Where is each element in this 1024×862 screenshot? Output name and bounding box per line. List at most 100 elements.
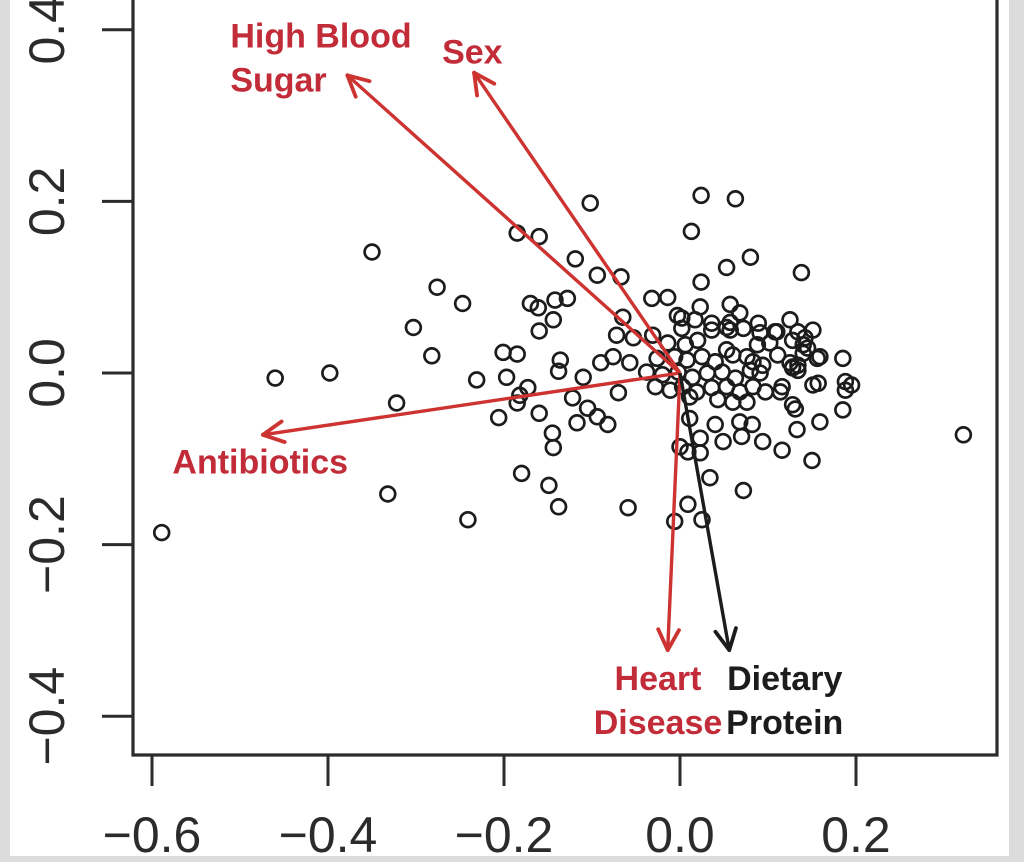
scatter-point	[529, 299, 548, 317]
scatter-point	[717, 258, 736, 277]
heart-disease-label: Disease	[594, 704, 723, 742]
x-tick-label: −0.4	[279, 807, 378, 862]
heart-disease-arrowhead	[656, 627, 670, 653]
scatter-point	[549, 498, 568, 516]
scatter-point	[607, 326, 626, 344]
antibiotics-arrowhead	[260, 432, 287, 444]
scatter-point	[543, 424, 562, 442]
sex-arrowhead	[472, 70, 479, 98]
scatter-point	[796, 329, 814, 347]
scatter-point	[726, 190, 745, 208]
scatter-point	[621, 353, 639, 372]
scatter-point	[783, 331, 802, 350]
scatter-point	[643, 289, 661, 308]
scatter-point	[673, 319, 691, 338]
scatter-point	[568, 414, 586, 432]
scatter-point	[756, 383, 775, 401]
dietary-protein-arrowhead	[713, 629, 732, 653]
scatter-point	[734, 319, 753, 338]
scatter-point	[497, 368, 516, 387]
scatter-point	[404, 318, 423, 337]
scatter-point	[732, 427, 751, 446]
scatter-point	[599, 415, 617, 434]
scatter-point	[544, 311, 563, 329]
scatter-point	[786, 400, 805, 418]
scatter-point	[792, 263, 811, 282]
scatter-point	[721, 321, 739, 339]
scatter-point	[152, 523, 171, 542]
dietary-protein-label: Protein	[726, 704, 843, 742]
scatter-point	[693, 510, 711, 529]
scatter-point	[266, 369, 284, 387]
scatter-point	[549, 362, 568, 381]
dietary-protein-arrowhead	[727, 626, 738, 653]
scatter-point	[680, 388, 699, 406]
high-blood-sugar-arrow	[346, 74, 682, 375]
scatter-point	[679, 495, 697, 514]
scatter-point	[781, 311, 799, 329]
scatter-point	[701, 468, 719, 487]
scatter-point	[530, 227, 548, 246]
scatter-point	[768, 346, 787, 364]
scatter-point	[574, 368, 592, 387]
vector-sex: Sex	[442, 33, 682, 374]
vector-high-blood-sugar: High Blood Sugar	[230, 17, 682, 375]
scatter-point	[588, 408, 607, 426]
scatter-point	[761, 334, 779, 352]
scatter-point	[734, 481, 753, 500]
x-axis: −0.6 −0.4 −0.2 0.0 0.2	[103, 755, 891, 862]
scatter-points	[152, 186, 973, 542]
scatter-point	[698, 364, 717, 382]
scatter-point	[741, 361, 760, 380]
scatter-point	[609, 383, 628, 402]
scatter-point	[563, 389, 582, 407]
scatter-point	[512, 464, 531, 483]
scatter-point	[749, 314, 768, 332]
high-blood-sugar-label: Sugar	[230, 61, 326, 99]
heart-disease-arrow	[665, 372, 682, 651]
vector-dietary-protein: Dietary Protein	[678, 372, 843, 742]
scatter-point	[508, 345, 526, 363]
scatter-point	[588, 266, 607, 284]
vector-antibiotics: Antibiotics	[172, 371, 681, 481]
scatter-point	[788, 420, 806, 439]
scatter-point	[692, 186, 710, 205]
scatter-point	[783, 359, 802, 377]
scatter-point	[428, 278, 446, 296]
plot-page-background	[10, 0, 1009, 856]
scatter-point	[691, 429, 709, 447]
scatter-point	[706, 415, 724, 434]
sex-arrowhead	[472, 70, 497, 86]
scatter-point	[619, 498, 637, 517]
scatter-point	[459, 510, 477, 529]
scatter-point	[489, 408, 508, 427]
scatter-point	[811, 413, 829, 431]
high-blood-sugar-arrowhead	[345, 73, 358, 99]
y-tick-label: −0.2	[19, 495, 75, 594]
y-tick-label: 0.4	[19, 0, 75, 65]
scatter-point	[682, 222, 701, 241]
sex-label: Sex	[442, 33, 503, 71]
scatter-point	[646, 377, 665, 396]
scatter-point	[387, 394, 406, 412]
scatter-point	[321, 364, 339, 382]
scatter-point	[494, 343, 512, 362]
scatter-point	[717, 318, 736, 337]
scatter-point	[423, 347, 441, 365]
scatter-point	[604, 347, 622, 366]
scatter-point	[558, 289, 577, 308]
y-tick-label: 0.2	[19, 167, 75, 237]
scatter-point	[530, 322, 548, 340]
scatter-point	[798, 339, 817, 357]
high-blood-sugar-label: High Blood	[230, 17, 411, 55]
antibiotics-arrow	[262, 371, 681, 437]
dietary-protein-label: Dietary	[727, 660, 842, 698]
scatter-point	[771, 383, 790, 401]
scatter-point	[688, 331, 707, 350]
plot-box	[131, 0, 999, 757]
scatter-point	[804, 376, 822, 394]
scatter-point	[544, 438, 563, 457]
x-tick-label: −0.2	[455, 807, 554, 862]
scatter-point	[811, 347, 829, 366]
scatter-point	[773, 441, 791, 459]
